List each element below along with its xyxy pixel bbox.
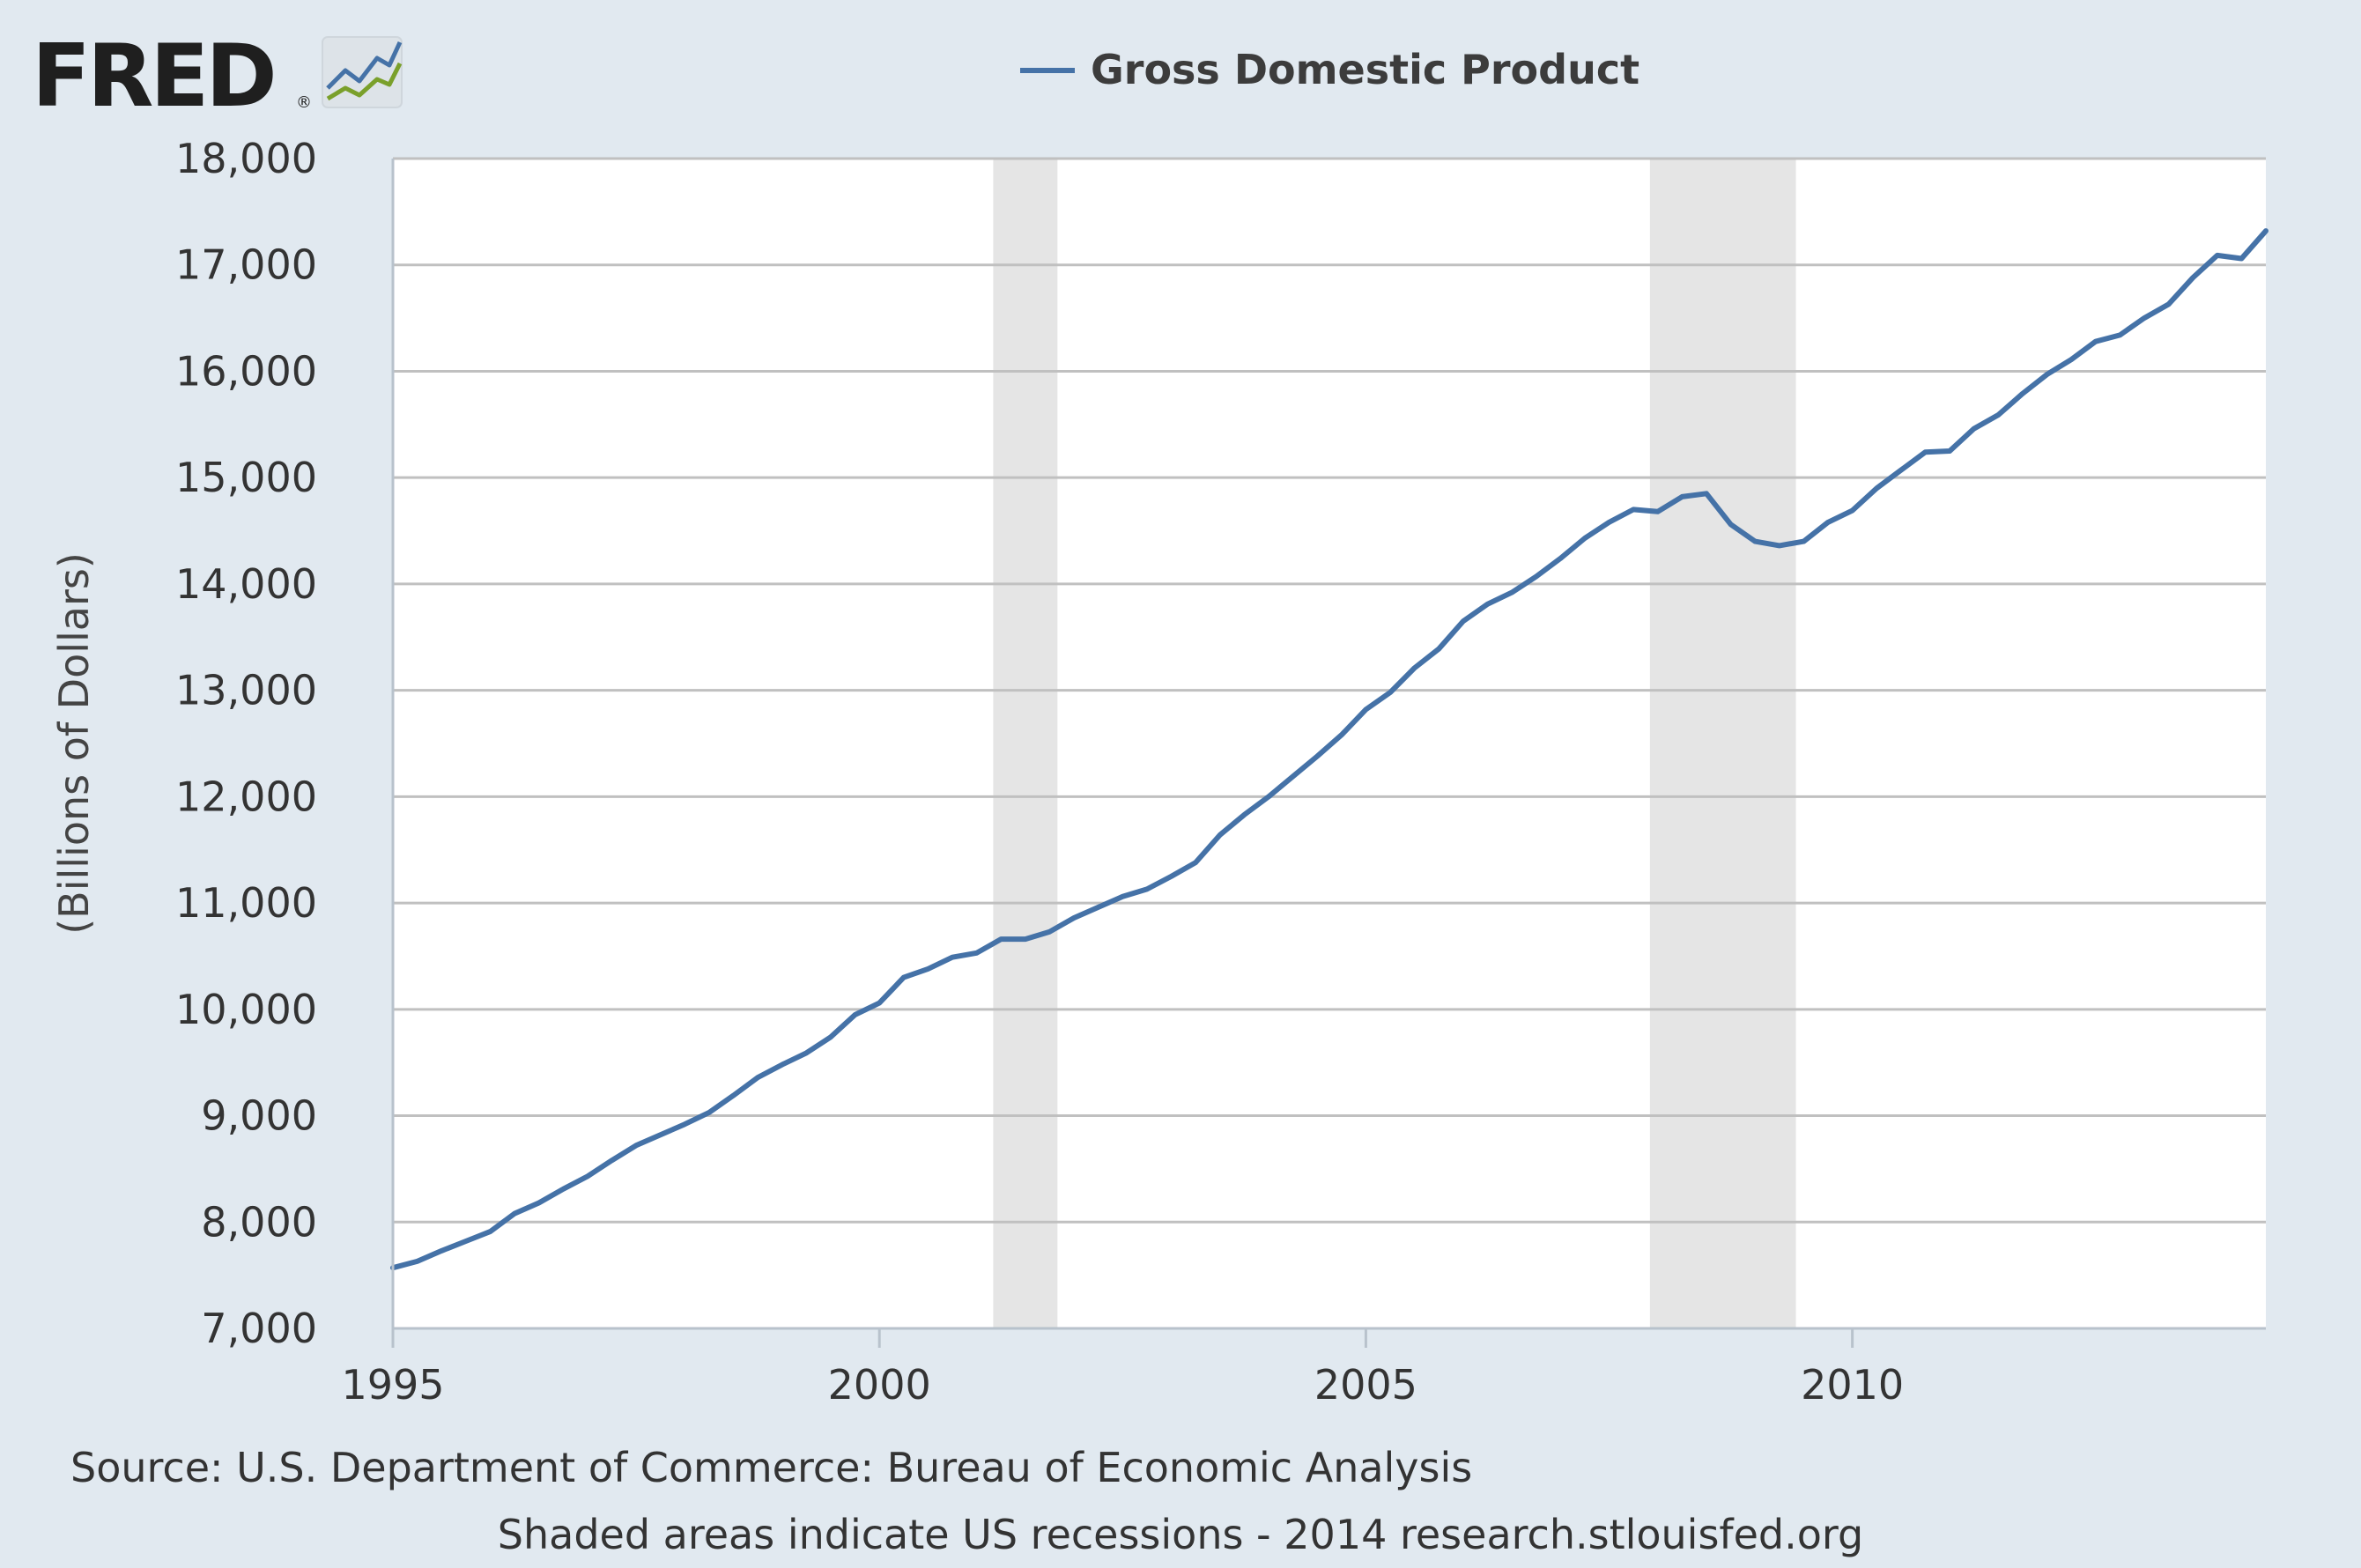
source-note: Source: U.S. Department of Commerce: Bur…: [70, 1444, 1472, 1491]
x-tick-label: 2010: [1801, 1361, 1904, 1409]
y-tick-label: 14,000: [175, 560, 317, 608]
y-tick-labels: 7,000 8,000 9,000 10,000 11,000 12,000 13,000 1…: [175, 135, 317, 1352]
x-tick-label: 2000: [828, 1361, 931, 1409]
series-line-gdp: [390, 228, 2268, 1271]
y-tick-label: 11,000: [175, 879, 317, 927]
axes: [391, 159, 2266, 1330]
y-tick-label: 7,000: [201, 1305, 317, 1352]
recession-band-2: [1649, 159, 1796, 1328]
y-tick-label: 18,000: [175, 135, 317, 182]
recession-bands: [993, 159, 1796, 1328]
recession-note: Shaded areas indicate US recessions - 20…: [498, 1511, 1863, 1558]
fred-logo-registered: ®: [296, 93, 312, 112]
legend-label: Gross Domestic Product: [1091, 46, 1639, 93]
fred-graph-icon: [322, 36, 403, 108]
y-tick-label: 15,000: [175, 454, 317, 501]
y-tick-label: 13,000: [175, 667, 317, 714]
y-tick-label: 16,000: [175, 347, 317, 395]
series-layer: [390, 228, 2268, 1271]
y-tick-label: 17,000: [175, 241, 317, 289]
y-tick-label: 10,000: [175, 986, 317, 1033]
y-axis-label: (Billions of Dollars): [50, 552, 98, 935]
fred-logo-text: FRED: [32, 26, 274, 127]
y-tick-label: 12,000: [175, 773, 317, 820]
x-tick-labels: 1995 2000 2005 2010: [341, 1328, 1904, 1409]
y-tick-label: 8,000: [201, 1198, 317, 1246]
legend: Gross Domestic Product: [1020, 46, 1639, 93]
x-tick-label: 2005: [1314, 1361, 1417, 1409]
x-tick-label: 1995: [341, 1361, 444, 1409]
y-tick-label: 9,000: [201, 1092, 317, 1140]
recession-band-1: [993, 159, 1058, 1328]
fred-logo: FRED ®: [32, 26, 403, 127]
